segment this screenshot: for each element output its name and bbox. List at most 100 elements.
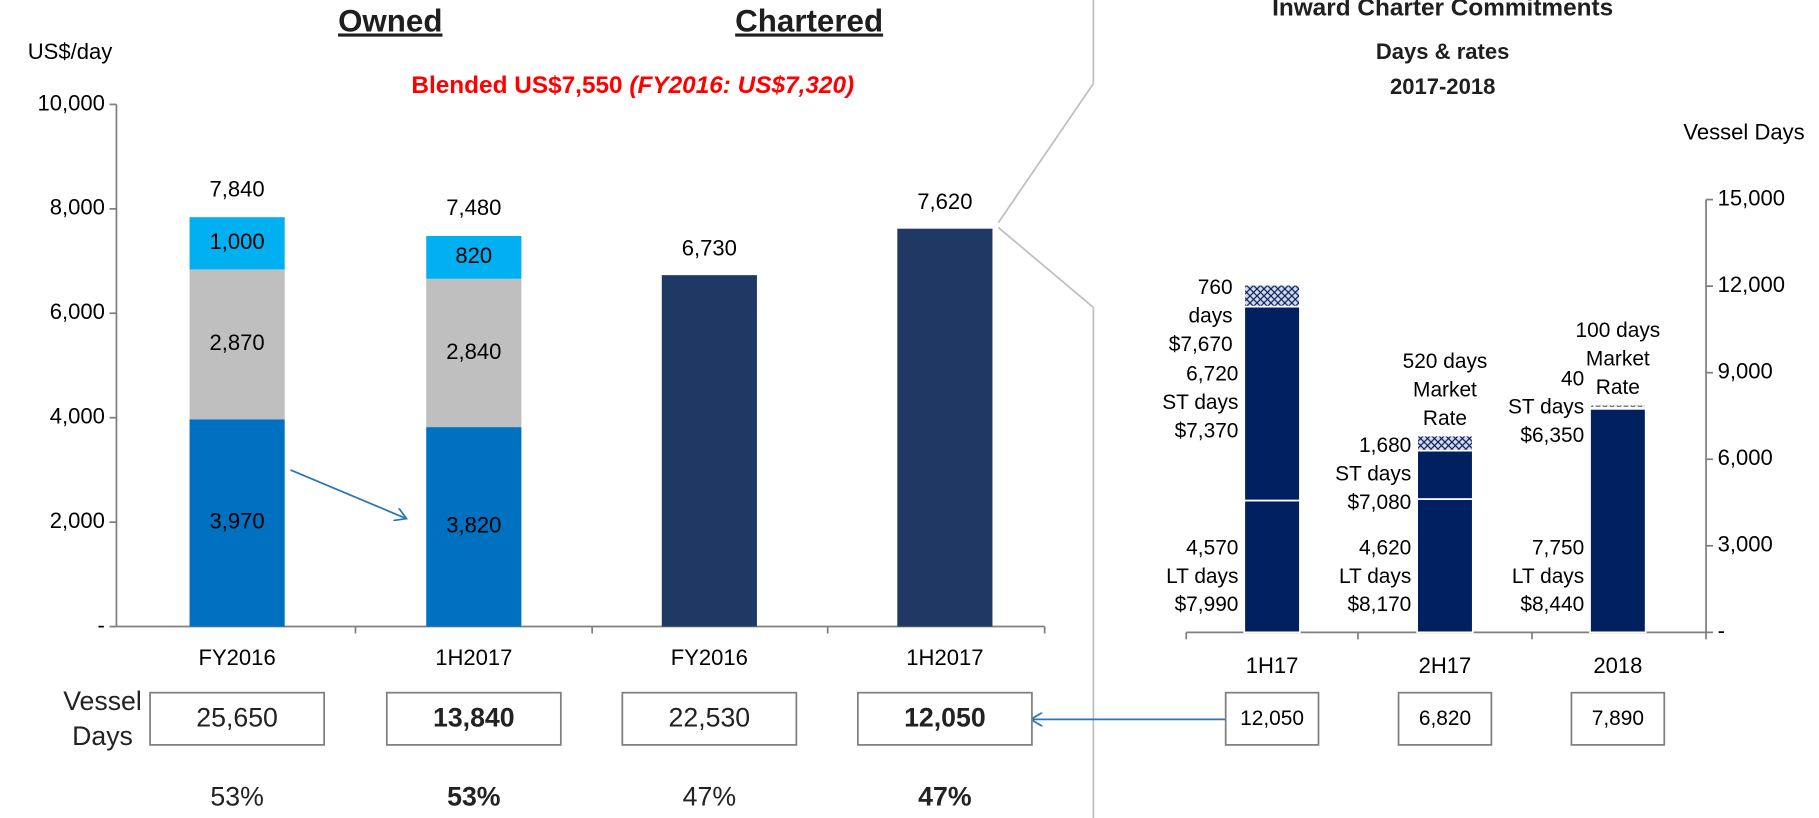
- chart-title: Inward Charter Commitments: [1272, 0, 1613, 22]
- data-label: Rate: [1596, 376, 1640, 399]
- share: 53%: [210, 781, 263, 811]
- data-label: 40: [1561, 367, 1584, 390]
- data-label: 4,620: [1359, 536, 1411, 559]
- subtitle: Blended US$7,550 (FY2016: US$7,320): [411, 72, 854, 99]
- x-tick-label: 1H2017: [435, 645, 512, 670]
- vessel-days: 22,530: [669, 702, 751, 732]
- data-label: 1,680: [1359, 434, 1411, 457]
- y2-axis-label: Vessel Days: [1683, 119, 1804, 144]
- data-label: Market: [1586, 348, 1650, 371]
- table-box: [1224, 691, 1320, 746]
- y-tick-label: 8,000: [50, 195, 105, 220]
- bar-segment: [1243, 283, 1301, 308]
- data-label: 100 days: [1575, 319, 1660, 342]
- data-label: 1,000: [210, 229, 265, 254]
- bar-segment: [189, 217, 285, 270]
- data-label: LT days: [1166, 565, 1238, 588]
- y2-tick-label: 3,000: [1718, 532, 1773, 557]
- y2-tick-label: 12,000: [1718, 272, 1785, 297]
- total-label: 7,840: [210, 176, 265, 201]
- data-label: 2,840: [446, 339, 501, 364]
- y2-tick-label: 15,000: [1718, 185, 1785, 210]
- data-label: $7,670: [1169, 333, 1233, 356]
- zoom-line: [997, 226, 1094, 309]
- table-box: [149, 691, 326, 746]
- table-box: [621, 691, 798, 746]
- data-label: 2,870: [210, 330, 265, 355]
- bar-segment: [189, 419, 285, 627]
- x-tick-label: 2018: [1593, 653, 1642, 678]
- arrow: [290, 469, 406, 519]
- x-tick-label: FY2016: [199, 645, 276, 670]
- data-label: $8,170: [1347, 593, 1411, 616]
- vessel-days: 12,050: [1240, 707, 1304, 730]
- vessel-days: 6,820: [1419, 707, 1471, 730]
- share: 47%: [918, 781, 972, 811]
- y2-tick-label: 6,000: [1718, 445, 1773, 470]
- table-box: [385, 691, 562, 746]
- data-label: 7,620: [917, 189, 972, 214]
- table-box: [1570, 691, 1666, 746]
- data-label: days: [1189, 305, 1233, 328]
- share: 47%: [683, 781, 736, 811]
- data-label: 3,820: [446, 513, 501, 538]
- bar-segment: [1416, 449, 1474, 500]
- data-label: Market: [1413, 378, 1477, 401]
- bar-segment: [426, 236, 522, 279]
- y-tick-label: 10,000: [37, 90, 104, 115]
- bar-segment: [426, 278, 522, 428]
- y-tick-label: 2,000: [50, 508, 105, 533]
- bar-segment: [1416, 498, 1474, 634]
- y-tick-label: 6,000: [50, 299, 105, 324]
- data-label: 4,570: [1186, 536, 1238, 559]
- data-label: $7,080: [1347, 491, 1411, 514]
- bar-segment: [897, 228, 993, 627]
- data-label: ST days: [1162, 391, 1238, 414]
- vessel-days: 12,050: [904, 702, 986, 732]
- data-label: 3,970: [210, 509, 265, 534]
- subtitle-note: (FY2016: US$7,320): [629, 72, 854, 99]
- bar-segment: [1243, 305, 1301, 502]
- subtitle-main: Blended US$7,550: [411, 72, 629, 99]
- bar-segment: [1589, 403, 1647, 409]
- data-label: LT days: [1339, 565, 1411, 588]
- bar-segment: [1416, 434, 1474, 452]
- data-label: 820: [455, 243, 492, 268]
- x-tick-label: 1H17: [1246, 653, 1299, 678]
- table-box: [1397, 691, 1493, 746]
- y-axis-label: US$/day: [28, 39, 113, 64]
- data-label: 520 days: [1403, 350, 1488, 373]
- y-tick-label: -: [97, 612, 104, 637]
- bar-segment: [1243, 499, 1301, 634]
- y2-tick-label: 9,000: [1718, 359, 1773, 384]
- group-header: Owned: [338, 3, 442, 38]
- group-header: Chartered: [735, 3, 883, 38]
- bar-segment: [189, 269, 285, 420]
- data-label: LT days: [1512, 565, 1584, 588]
- data-label: $6,350: [1520, 424, 1584, 447]
- data-label: 6,730: [682, 235, 737, 260]
- subtitle: 2017-2018: [1390, 74, 1495, 99]
- data-label: $7,370: [1175, 419, 1239, 442]
- data-label: ST days: [1508, 396, 1584, 419]
- data-label: ST days: [1335, 462, 1411, 485]
- y2-tick-label: -: [1718, 618, 1725, 643]
- vessel-days: 7,890: [1592, 707, 1644, 730]
- bar-segment: [426, 427, 522, 627]
- zoom-line: [997, 83, 1095, 224]
- x-tick-label: FY2016: [671, 645, 748, 670]
- data-label: 760: [1198, 276, 1233, 299]
- data-label: 6,720: [1186, 363, 1238, 386]
- x-tick-label: 2H17: [1419, 653, 1472, 678]
- data-label: Rate: [1423, 407, 1467, 430]
- row-label: Days: [72, 721, 133, 751]
- table-box: [856, 691, 1033, 746]
- data-label: 7,750: [1532, 536, 1584, 559]
- total-label: 7,480: [446, 195, 501, 220]
- bar-segment: [661, 275, 757, 627]
- share: 53%: [447, 781, 501, 811]
- row-label: Vessel: [63, 686, 142, 716]
- y-tick-label: 4,000: [50, 404, 105, 429]
- bar-segment: [1589, 407, 1647, 634]
